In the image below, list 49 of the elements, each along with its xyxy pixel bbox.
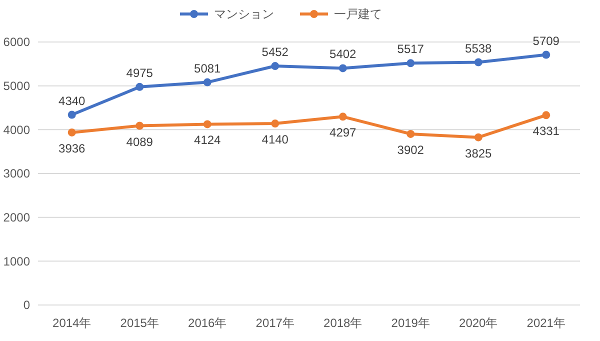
data-label: 4297 <box>330 126 357 140</box>
x-tick-label: 2015年 <box>120 316 159 330</box>
x-tick-label: 2014年 <box>52 316 92 330</box>
data-label: 5709 <box>532 34 560 48</box>
data-label: 4975 <box>126 66 154 80</box>
point <box>338 112 347 121</box>
legend-label: 一戸建て <box>334 7 382 22</box>
data-label: 4089 <box>126 134 154 149</box>
x-tick-label: 2020年 <box>459 316 498 330</box>
data-label: 4140 <box>262 132 289 147</box>
point <box>474 133 482 142</box>
data-label: 5538 <box>465 41 492 56</box>
point <box>68 128 76 136</box>
x-tick-label: 2017年 <box>256 316 294 330</box>
data-label: 5402 <box>330 47 357 62</box>
point <box>406 130 415 138</box>
data-label: 5517 <box>397 42 424 56</box>
point <box>136 82 144 91</box>
data-label: 4331 <box>532 124 560 138</box>
data-label: 3902 <box>397 142 424 157</box>
x-tick-label: 2018年 <box>324 316 362 330</box>
y-tick-label: 4000 <box>3 122 30 137</box>
point <box>542 111 550 120</box>
data-label: 4340 <box>58 94 86 108</box>
point <box>203 78 212 86</box>
y-tick-label: 1000 <box>3 254 30 268</box>
x-tick-label: 2016年 <box>188 316 227 330</box>
point <box>474 58 482 66</box>
point <box>406 59 415 68</box>
point <box>136 122 144 130</box>
x-tick-label: 2019年 <box>391 316 430 330</box>
y-tick-label: 5000 <box>3 79 30 94</box>
data-label: 4124 <box>194 133 222 148</box>
y-tick-label: 0 <box>23 298 30 312</box>
legend-label: マンション <box>214 7 274 22</box>
data-label: 5081 <box>194 61 222 76</box>
point <box>338 64 347 72</box>
point <box>68 110 76 119</box>
point <box>271 120 280 128</box>
x-tick-label: 2021年 <box>526 316 566 330</box>
point <box>271 62 280 70</box>
data-label: 5452 <box>262 45 289 60</box>
y-tick-label: 2000 <box>3 210 30 225</box>
point <box>203 120 212 128</box>
data-label: 3825 <box>465 146 492 160</box>
y-tick-label: 3000 <box>3 166 30 181</box>
y-tick-label: 6000 <box>3 35 30 50</box>
data-label: 3936 <box>58 141 86 156</box>
point <box>542 50 550 59</box>
